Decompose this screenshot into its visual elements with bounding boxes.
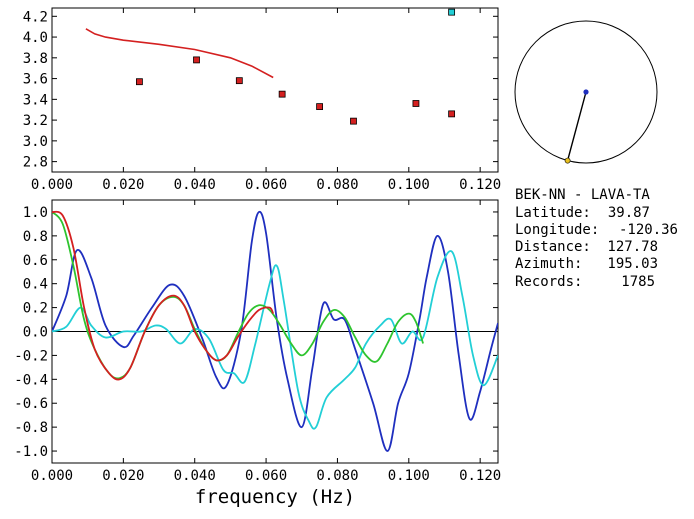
measurement-point <box>235 77 243 85</box>
x-tick-label: 0.120 <box>459 177 501 193</box>
y-tick-label: 1.0 <box>23 205 48 221</box>
event-marker <box>564 157 571 164</box>
y-tick-label: 2.8 <box>23 155 48 171</box>
x-tick-label: 0.000 <box>31 468 73 484</box>
measurement-point <box>136 78 143 86</box>
info-latitude-value: 39.87 <box>608 205 650 221</box>
info-longitude-value: -120.36 <box>619 222 678 238</box>
x-tick-label: 0.060 <box>245 177 287 193</box>
info-distance-label: Distance: <box>515 239 591 255</box>
path-line <box>566 91 587 161</box>
info-panel: BEK-NN - LAVA-TA Latitude: 39.87 Longitu… <box>515 187 678 290</box>
info-azimuth-label: Azimuth: <box>515 256 582 272</box>
y-tick-label: 0.2 <box>23 301 48 317</box>
measurement-point <box>448 8 456 16</box>
info-azimuth-value: 195.03 <box>607 256 658 272</box>
info-latitude-label: Latitude: <box>515 205 591 221</box>
x-tick-label: 0.080 <box>316 177 358 193</box>
y-tick-label: 3.8 <box>23 51 48 67</box>
x-tick-label: 0.060 <box>245 468 287 484</box>
dispersion-panel: 0.000 0.020 0.040 0.060 0.080 0.100 0.120 2.8 3.… <box>23 7 501 193</box>
x-tick-label: 0.040 <box>174 177 216 193</box>
y-tick-label: 3.6 <box>23 72 48 88</box>
measurement-point <box>316 103 324 111</box>
measurement-point <box>448 110 456 118</box>
x-tick-label: 0.100 <box>388 468 430 484</box>
info-title: BEK-NN - LAVA-TA <box>515 187 650 203</box>
series-line-3 <box>52 210 275 381</box>
y-tick-label: -0.6 <box>14 396 48 412</box>
x-tick-label: 0.100 <box>388 177 430 193</box>
measurement-point <box>193 56 200 64</box>
y-tick-label: 3.4 <box>23 92 48 108</box>
info-records-label: Records: <box>515 274 582 290</box>
x-tick-label: 0.120 <box>459 468 501 484</box>
info-records-value: 1785 <box>621 274 655 290</box>
x-tick-label: 0.040 <box>174 468 216 484</box>
info-distance-value: 127.78 <box>607 239 658 255</box>
info-longitude-label: Longitude: <box>515 222 599 238</box>
x-axis-label: frequency (Hz) <box>195 486 355 508</box>
model-curve <box>85 28 274 79</box>
series-line-1 <box>52 250 498 430</box>
y-tick-label: 3.0 <box>23 134 48 150</box>
x-tick-label: 0.000 <box>31 177 73 193</box>
y-tick-label: 4.2 <box>23 9 48 25</box>
y-tick-label: 4.0 <box>23 30 48 46</box>
correlation-panel: 0.000 0.020 0.040 0.060 0.080 0.100 0.120 1.0 0.… <box>14 199 501 508</box>
measurement-point <box>278 90 286 98</box>
y-tick-label: 0.6 <box>23 253 48 269</box>
map-circle <box>514 20 658 164</box>
y-tick-label: -0.2 <box>14 348 48 364</box>
y-tick-label: 0.0 <box>23 325 48 341</box>
x-tick-label: 0.080 <box>316 468 358 484</box>
station-marker <box>583 89 589 95</box>
measurement-point <box>350 117 357 125</box>
y-tick-label: -1.0 <box>14 444 48 460</box>
y-tick-label: 0.8 <box>23 229 48 245</box>
x-tick-label: 0.020 <box>102 177 144 193</box>
station-map <box>514 20 658 164</box>
y-tick-label: -0.8 <box>14 420 48 436</box>
y-tick-label: -0.4 <box>14 372 48 388</box>
y-tick-label: 0.4 <box>23 277 48 293</box>
x-tick-label: 0.020 <box>102 468 144 484</box>
measurement-point <box>412 100 420 107</box>
dispersion-plot-frame <box>51 7 499 173</box>
y-tick-label: 3.2 <box>23 113 48 129</box>
series-line-0 <box>52 210 498 452</box>
